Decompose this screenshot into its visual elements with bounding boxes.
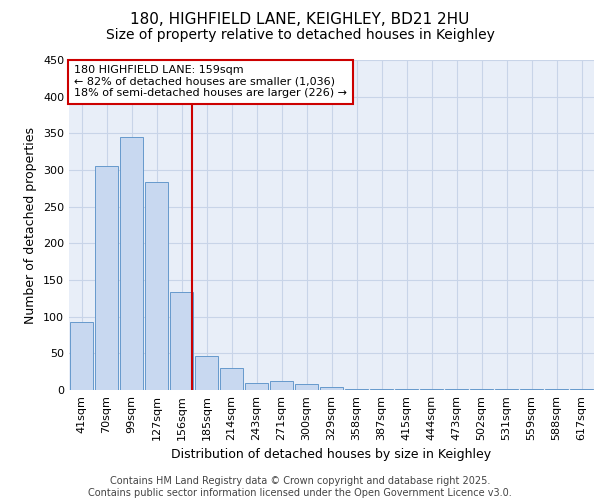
Bar [195, 356, 218, 390]
Bar [320, 387, 343, 390]
Bar [245, 384, 268, 390]
Text: Size of property relative to detached houses in Keighley: Size of property relative to detached ho… [106, 28, 494, 42]
Bar [70, 322, 93, 390]
Bar [170, 292, 193, 390]
X-axis label: Distribution of detached houses by size in Keighley: Distribution of detached houses by size … [172, 448, 491, 462]
Text: Contains HM Land Registry data © Crown copyright and database right 2025.
Contai: Contains HM Land Registry data © Crown c… [88, 476, 512, 498]
Bar [295, 384, 318, 390]
Bar [145, 182, 168, 390]
Bar [395, 388, 418, 390]
Bar [370, 388, 393, 390]
Bar [120, 137, 143, 390]
Text: 180, HIGHFIELD LANE, KEIGHLEY, BD21 2HU: 180, HIGHFIELD LANE, KEIGHLEY, BD21 2HU [130, 12, 470, 28]
Text: 180 HIGHFIELD LANE: 159sqm
← 82% of detached houses are smaller (1,036)
18% of s: 180 HIGHFIELD LANE: 159sqm ← 82% of deta… [74, 65, 347, 98]
Y-axis label: Number of detached properties: Number of detached properties [25, 126, 37, 324]
Bar [345, 388, 368, 390]
Bar [220, 368, 243, 390]
Bar [270, 381, 293, 390]
Bar [95, 166, 118, 390]
